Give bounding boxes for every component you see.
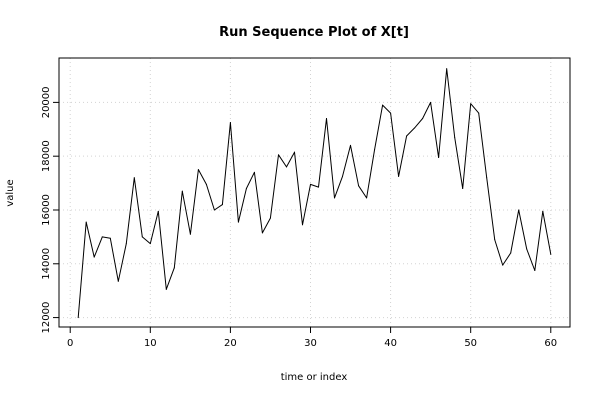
data-point-46 (438, 157, 440, 159)
data-point-38 (374, 148, 376, 150)
data-point-14 (181, 190, 183, 192)
x-tick-label-4: 40 (384, 338, 397, 349)
y-tick-label-3: 18000 (41, 140, 52, 172)
y-axis-label: value (5, 179, 16, 206)
data-point-12 (165, 288, 167, 290)
grid-lines (59, 58, 570, 327)
data-point-11 (157, 210, 159, 212)
data-point-57 (526, 248, 528, 250)
x-tick-label-2: 20 (224, 338, 237, 349)
data-point-18 (213, 209, 215, 211)
x-axis-label: time or index (281, 372, 348, 383)
data-point-49 (462, 187, 464, 189)
data-point-23 (253, 171, 255, 173)
data-point-8 (133, 177, 135, 179)
data-point-2 (85, 221, 87, 223)
data-point-1 (77, 317, 79, 319)
data-point-34 (342, 175, 344, 177)
data-point-24 (261, 232, 263, 234)
data-point-28 (293, 151, 295, 153)
data-point-16 (197, 169, 199, 171)
series-line-0 (77, 68, 552, 318)
data-point-17 (205, 183, 207, 185)
y-tick-label-1: 14000 (41, 248, 52, 280)
data-point-59 (542, 210, 544, 212)
data-point-30 (309, 183, 311, 185)
series-layer (77, 68, 552, 319)
data-point-50 (470, 103, 472, 105)
y-tick-label-0: 12000 (41, 302, 52, 334)
data-point-56 (518, 209, 520, 211)
data-point-42 (406, 135, 408, 137)
data-point-9 (141, 236, 143, 238)
plot-box (58, 57, 571, 328)
data-point-3 (93, 256, 95, 258)
x-axis: 0 10 20 30 40 50 60 (67, 327, 557, 349)
data-point-54 (502, 264, 504, 266)
x-tick-label-3: 30 (304, 338, 317, 349)
data-point-58 (534, 270, 536, 272)
data-point-37 (366, 197, 368, 199)
data-point-5 (109, 237, 111, 239)
data-point-55 (510, 252, 512, 254)
data-point-36 (358, 185, 360, 187)
data-point-25 (269, 217, 271, 219)
data-point-32 (326, 118, 328, 120)
data-point-53 (494, 239, 496, 241)
y-axis: 12000 14000 16000 18000 20000 (41, 86, 59, 333)
data-point-31 (318, 186, 320, 188)
data-point-4 (101, 236, 103, 238)
data-point-22 (245, 187, 247, 189)
data-point-60 (550, 253, 552, 255)
data-point-27 (285, 166, 287, 168)
data-point-19 (221, 204, 223, 206)
data-point-35 (350, 144, 352, 146)
data-point-26 (277, 154, 279, 156)
x-tick-label-1: 10 (144, 338, 157, 349)
data-point-47 (446, 68, 448, 70)
chart-title: Run Sequence Plot of X[t] (219, 25, 409, 40)
data-point-52 (486, 177, 488, 179)
data-point-44 (422, 118, 424, 120)
data-point-39 (382, 104, 384, 106)
data-point-40 (390, 112, 392, 114)
data-point-41 (398, 175, 400, 177)
data-point-29 (301, 224, 303, 226)
data-point-6 (117, 280, 119, 282)
data-point-51 (478, 112, 480, 114)
x-tick-label-0: 0 (67, 338, 73, 349)
data-point-20 (229, 122, 231, 124)
y-tick-label-2: 16000 (41, 194, 52, 226)
data-point-21 (237, 221, 239, 223)
data-point-15 (189, 233, 191, 235)
data-point-45 (430, 101, 432, 103)
x-tick-label-5: 50 (464, 338, 477, 349)
data-point-13 (173, 267, 175, 269)
data-point-7 (125, 243, 127, 245)
data-point-43 (414, 127, 416, 129)
data-point-33 (334, 197, 336, 199)
data-point-48 (454, 136, 456, 138)
y-tick-label-4: 20000 (41, 86, 52, 118)
x-tick-label-6: 60 (544, 338, 557, 349)
data-point-10 (149, 243, 151, 245)
